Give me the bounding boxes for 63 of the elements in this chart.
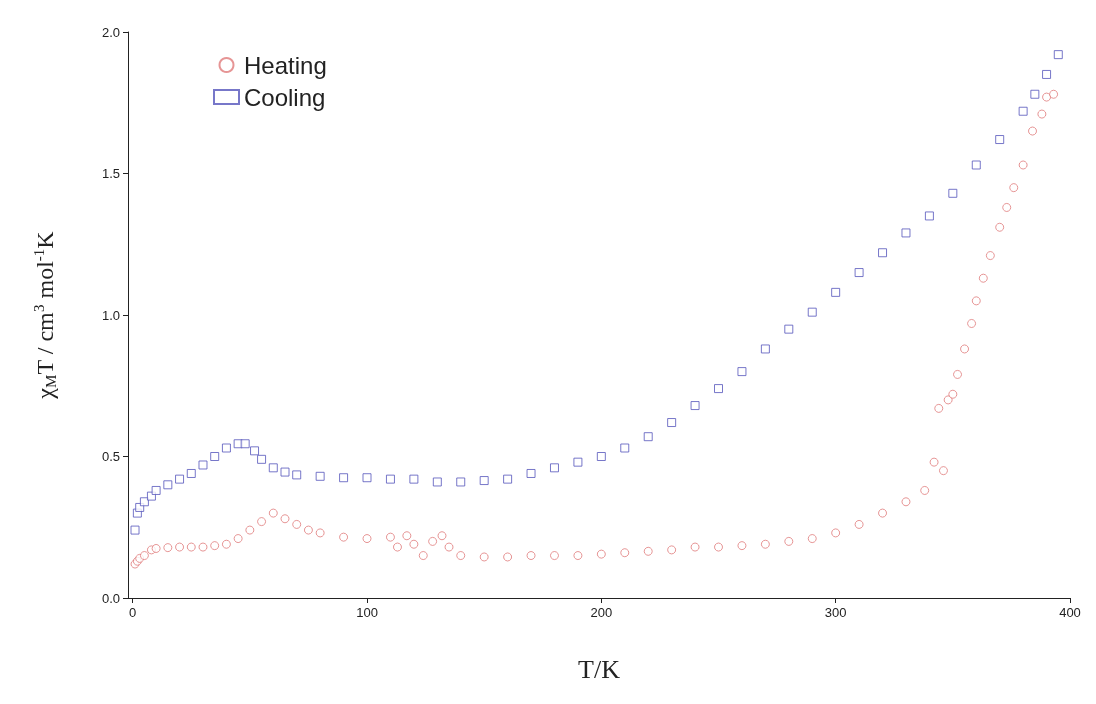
point	[268, 463, 278, 473]
y-tick-label: 0.0	[101, 590, 120, 606]
point	[163, 480, 173, 490]
point	[831, 287, 841, 297]
y-tick-label: 2.0	[101, 24, 120, 40]
point	[714, 384, 724, 394]
point	[526, 468, 536, 478]
point	[221, 443, 231, 453]
point	[130, 525, 140, 535]
point	[479, 476, 489, 486]
point	[667, 418, 677, 428]
point	[362, 473, 372, 483]
point	[280, 467, 290, 477]
point	[456, 477, 466, 487]
point	[1053, 50, 1063, 60]
x-axis-title: T/K	[578, 654, 621, 684]
x-tick-label: 300	[824, 605, 847, 620]
point	[549, 463, 559, 473]
point	[924, 211, 934, 221]
point	[250, 446, 260, 456]
point	[784, 324, 794, 334]
point	[854, 268, 864, 278]
point	[596, 452, 606, 461]
point	[198, 460, 208, 470]
point	[409, 474, 419, 484]
point	[151, 485, 161, 495]
legend-label: Heating	[244, 51, 327, 79]
point	[139, 497, 149, 507]
point	[175, 474, 185, 484]
point	[292, 470, 302, 480]
point	[503, 474, 513, 484]
point	[1030, 89, 1040, 99]
y-axis-title: χMT / cm3 mol-1K	[30, 230, 59, 400]
point	[257, 454, 267, 464]
point	[760, 344, 770, 354]
y-tick-label: 0.5	[101, 449, 120, 464]
point	[385, 474, 395, 484]
point	[240, 439, 250, 449]
y-tick-label: 1.0	[101, 307, 120, 323]
point	[878, 248, 888, 258]
x-tick-label: 100	[356, 605, 378, 620]
point	[339, 473, 349, 483]
point	[186, 468, 196, 478]
point	[620, 443, 630, 453]
y-tick-label: 1.5	[101, 166, 120, 181]
point	[573, 457, 583, 467]
point	[210, 452, 220, 461]
point	[432, 477, 442, 487]
point	[995, 135, 1005, 145]
x-tick-label: 200	[590, 605, 613, 620]
x-tick-label: 0	[129, 605, 137, 620]
point	[807, 307, 817, 317]
point	[315, 471, 325, 481]
legend-label: Cooling	[244, 83, 326, 111]
point	[948, 188, 958, 198]
point	[1042, 69, 1052, 79]
x-tick-label: 400	[1059, 605, 1081, 620]
point	[901, 228, 911, 238]
point	[971, 160, 981, 170]
point	[690, 401, 700, 411]
point	[737, 367, 747, 377]
point	[643, 432, 653, 442]
point	[1018, 106, 1028, 116]
